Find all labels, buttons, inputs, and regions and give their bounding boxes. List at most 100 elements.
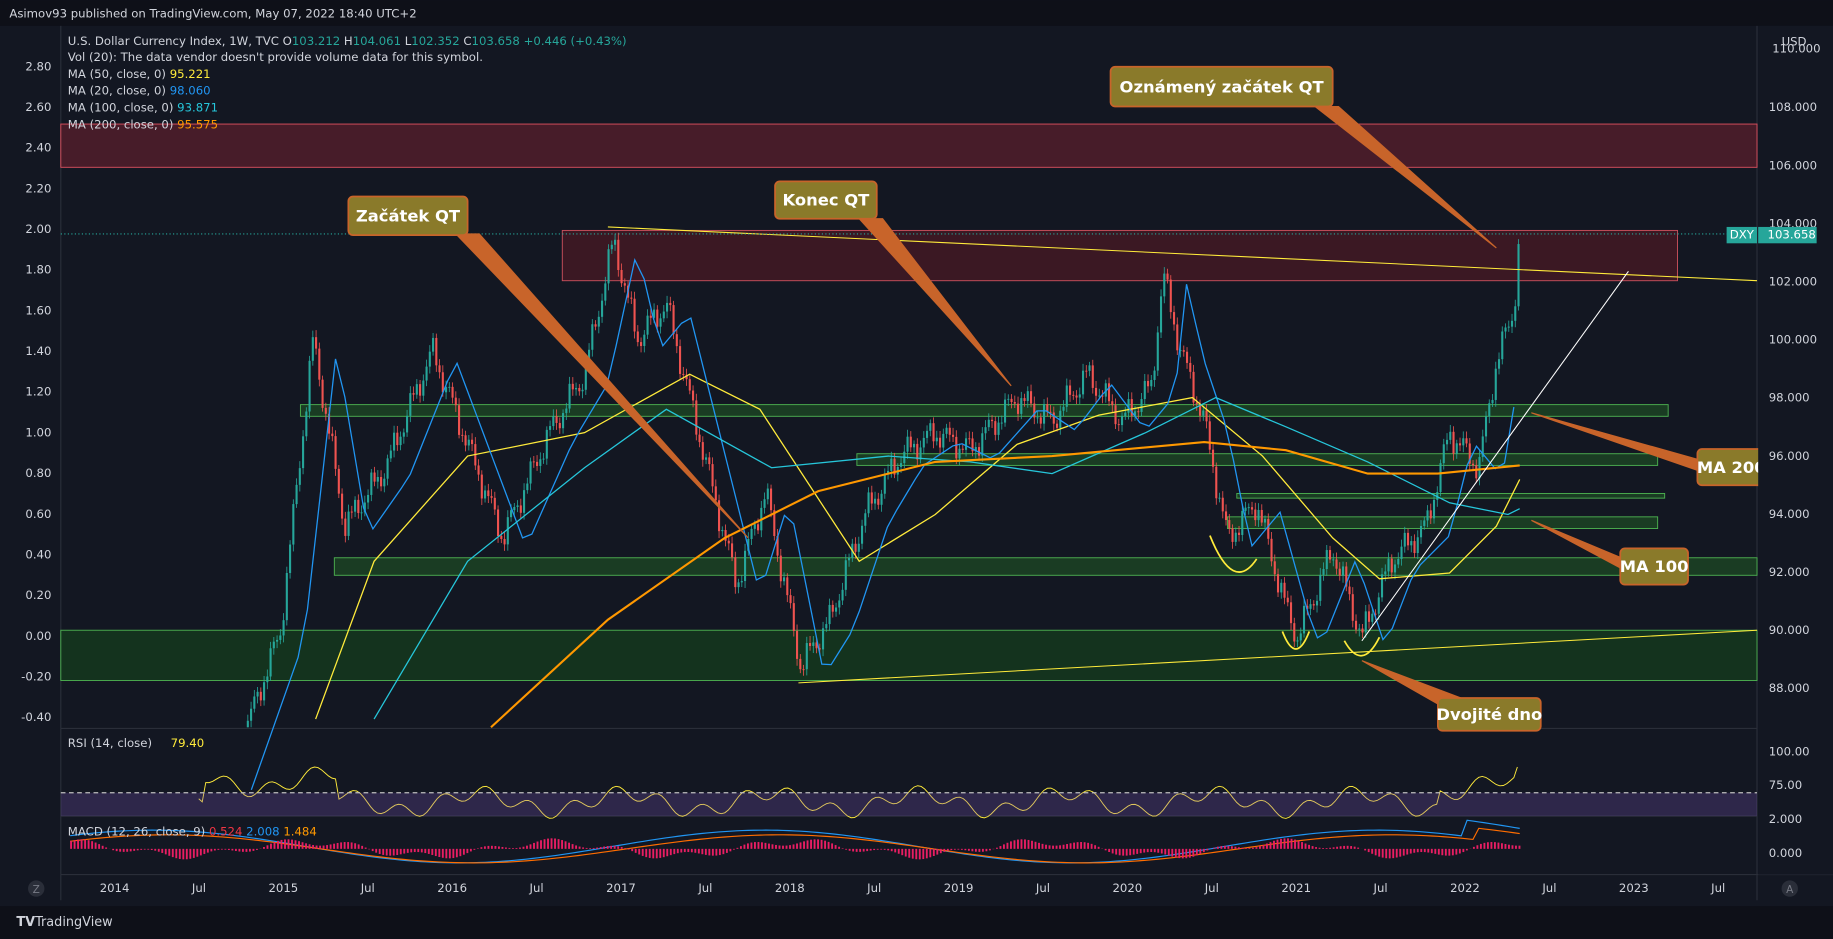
- macd-histogram-bar: [1315, 847, 1318, 849]
- macd-histogram-bar: [115, 848, 118, 852]
- macd-histogram-bar: [91, 841, 94, 849]
- macd-histogram-bar: [645, 848, 648, 858]
- bottom-marker: [1343, 636, 1381, 657]
- macd-histogram-bar: [1108, 848, 1111, 853]
- candle-body: [373, 472, 376, 482]
- candle-body: [1276, 574, 1280, 593]
- macd-histogram-bar: [1234, 846, 1237, 849]
- candle-body: [266, 676, 269, 683]
- candle-body: [1202, 410, 1205, 416]
- candle-body: [1049, 411, 1052, 413]
- macd-histogram-bar: [704, 848, 707, 855]
- macd-histogram-bar: [1157, 848, 1160, 853]
- macd-histogram-bar: [1104, 848, 1107, 851]
- macd-histogram-bar: [147, 848, 150, 850]
- macd-histogram-bar: [413, 848, 416, 853]
- macd-histogram-bar: [1017, 839, 1019, 849]
- candle-body: [497, 509, 500, 536]
- macd-histogram-bar: [1339, 846, 1342, 849]
- candle-body: [1211, 449, 1215, 467]
- candle-body: [724, 529, 727, 541]
- ma-label: MA (100, close, 0): [68, 100, 174, 114]
- macd-histogram-bar: [873, 848, 876, 851]
- candle-body: [1390, 558, 1393, 573]
- macd-histogram-bar: [1013, 840, 1016, 849]
- candle-body: [721, 529, 724, 532]
- candle-body: [906, 436, 909, 452]
- candle-body: [1283, 582, 1286, 598]
- macd-histogram-bar: [529, 844, 532, 849]
- candle-body: [734, 557, 737, 588]
- candle-body: [682, 373, 685, 375]
- macd-histogram-bar: [469, 848, 472, 852]
- macd-histogram-bar: [1497, 842, 1500, 849]
- candle-body: [1374, 613, 1377, 615]
- candle-body: [1182, 350, 1185, 352]
- macd-histogram-bar: [238, 848, 241, 852]
- macd-histogram-bar: [199, 848, 202, 856]
- macd-histogram-bar: [676, 848, 679, 854]
- macd-histogram-bar: [901, 848, 904, 856]
- macd-histogram-bar: [438, 848, 441, 858]
- candle-body: [1416, 537, 1419, 554]
- macd-histogram-bar: [599, 847, 602, 849]
- macd-histogram-bar: [768, 843, 770, 849]
- macd-histogram-bar: [883, 848, 886, 850]
- macd-histogram-bar: [897, 848, 900, 854]
- candle-body: [1371, 613, 1374, 622]
- left-axis-label: 1.60: [25, 303, 51, 317]
- candle-body: [695, 400, 698, 435]
- macd-histogram-bar: [164, 848, 167, 855]
- candle-body: [1325, 550, 1328, 570]
- candle-body: [770, 488, 773, 511]
- candle-body: [1423, 520, 1426, 526]
- footer-brand: TradingView: [34, 915, 113, 930]
- price-badge-symbol-bg: [1726, 226, 1758, 244]
- macd-histogram-bar: [136, 848, 139, 851]
- candle-body: [363, 502, 366, 513]
- candle-body: [1179, 350, 1182, 352]
- candle-body: [1488, 403, 1491, 417]
- macd-histogram-bar: [613, 845, 616, 849]
- price-axis-label: 96.000: [1769, 449, 1810, 463]
- candle-body: [263, 682, 266, 701]
- price-axis-label: 104.000: [1769, 216, 1817, 230]
- candle-body: [1156, 332, 1159, 371]
- macd-label: MACD (12, 26, close, 9): [68, 824, 205, 838]
- candle-body: [555, 416, 558, 423]
- macd-histogram-bar: [150, 848, 153, 851]
- candle-body: [860, 525, 864, 544]
- ma-label: MA (200, close, 0): [68, 117, 174, 131]
- macd-histogram-bar: [1511, 845, 1514, 849]
- candle-body: [386, 458, 389, 479]
- macd-histogram-bar: [1402, 848, 1405, 856]
- macd-histogram-bar: [189, 848, 192, 859]
- macd-histogram-bar: [445, 848, 448, 859]
- candle-body: [1150, 379, 1153, 387]
- macd-histogram-bar: [431, 848, 434, 855]
- macd-histogram-bar: [985, 848, 988, 852]
- candle-body: [1491, 399, 1494, 404]
- macd-histogram-bar: [319, 845, 322, 849]
- macd-axis-label: 2.000: [1769, 812, 1802, 826]
- macd-legend: MACD (12, 26, close, 9) 0.524 2.008 1.48…: [68, 824, 317, 838]
- candle-body: [1000, 422, 1003, 424]
- macd-histogram-bar: [389, 848, 392, 856]
- macd-histogram-bar: [1392, 848, 1395, 859]
- callout-pointer: [454, 233, 749, 539]
- macd-histogram-bar: [841, 848, 844, 849]
- candle-body: [1117, 424, 1120, 426]
- left-axis-label: 1.00: [25, 425, 51, 439]
- macd-histogram-bar: [1136, 848, 1139, 854]
- left-axis-label: 0.80: [25, 466, 51, 480]
- macd-histogram-bar: [1202, 848, 1205, 853]
- macd-histogram-bar: [417, 848, 420, 853]
- macd-histogram-bar: [995, 847, 998, 849]
- macd-value: 0.524: [209, 824, 242, 838]
- macd-histogram-bar: [711, 848, 714, 856]
- left-axis-label: 0.20: [25, 588, 51, 602]
- candle-body: [451, 386, 454, 398]
- candle-body: [315, 337, 318, 349]
- callout-box: [1436, 697, 1542, 732]
- macd-histogram-bar: [852, 848, 855, 852]
